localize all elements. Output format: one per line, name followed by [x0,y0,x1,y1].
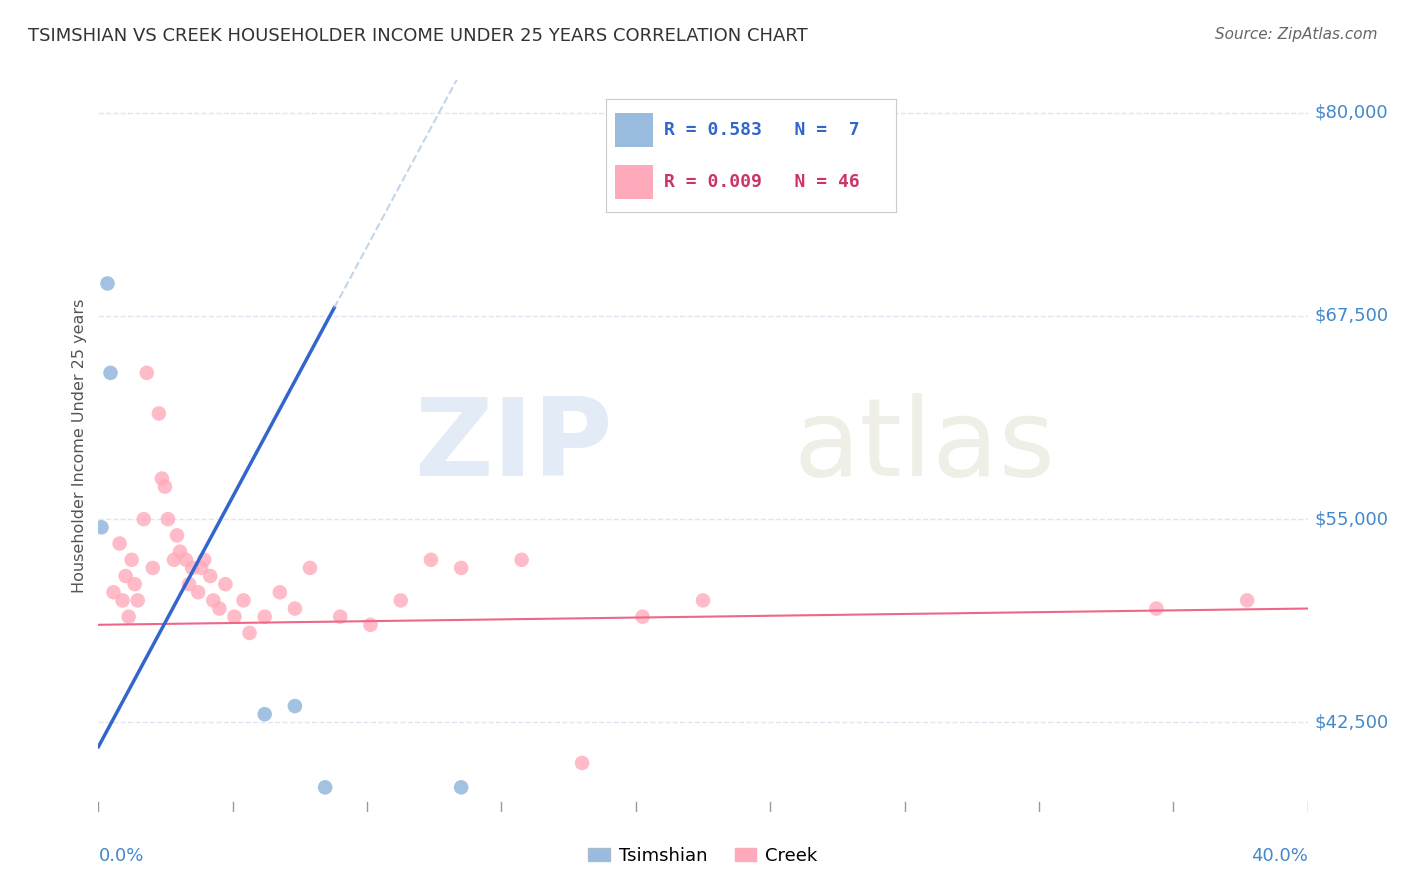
Point [121,553,143,567]
Point [253,609,276,624]
Point [142,561,165,575]
Text: ZIP: ZIP [413,393,612,499]
Point [190,561,212,575]
Point [214,577,236,591]
Point [153,480,176,494]
Text: atlas: atlas [793,393,1056,499]
Text: TSIMSHIAN VS CREEK HOUSEHOLDER INCOME UNDER 25 YEARS CORRELATION CHART: TSIMSHIAN VS CREEK HOUSEHOLDER INCOME UN… [28,27,808,45]
Text: $80,000: $80,000 [1315,103,1388,122]
Legend: Tsimshian, Creek: Tsimshian, Creek [581,839,825,872]
Point [450,561,472,575]
Point [156,512,179,526]
Point [108,536,131,550]
Y-axis label: Householder Income Under 25 years: Householder Income Under 25 years [72,299,87,593]
Text: $55,000: $55,000 [1315,510,1389,528]
Point [208,601,231,615]
Point [299,561,322,575]
Point [253,707,276,722]
Point [314,780,336,795]
Point [1144,601,1167,615]
Text: 40.0%: 40.0% [1251,847,1308,865]
Point [692,593,714,607]
Point [124,577,146,591]
Point [187,585,209,599]
Text: Source: ZipAtlas.com: Source: ZipAtlas.com [1215,27,1378,42]
Text: $67,500: $67,500 [1315,307,1389,325]
Point [193,553,215,567]
Point [96,277,118,291]
Point [284,699,307,714]
Point [631,609,654,624]
Point [111,593,134,607]
Point [166,528,188,542]
Point [150,471,173,485]
Point [90,520,112,534]
Point [127,593,149,607]
Point [163,553,186,567]
Point [1236,593,1258,607]
Text: 0.0%: 0.0% [98,847,143,865]
Point [224,609,246,624]
Point [181,561,204,575]
Point [360,617,382,632]
Point [148,407,170,421]
Point [177,577,201,591]
Point [200,569,222,583]
Point [419,553,441,567]
Point [450,780,472,795]
Point [103,585,125,599]
Point [510,553,533,567]
Point [169,544,191,558]
Point [202,593,225,607]
Point [114,569,136,583]
Point [284,601,307,615]
Point [118,609,141,624]
Point [329,609,352,624]
Point [174,553,197,567]
Point [389,593,412,607]
Point [269,585,291,599]
Text: $42,500: $42,500 [1315,714,1389,731]
Point [100,366,122,380]
Point [571,756,593,770]
Point [135,366,157,380]
Point [239,626,262,640]
Point [132,512,155,526]
Point [232,593,254,607]
